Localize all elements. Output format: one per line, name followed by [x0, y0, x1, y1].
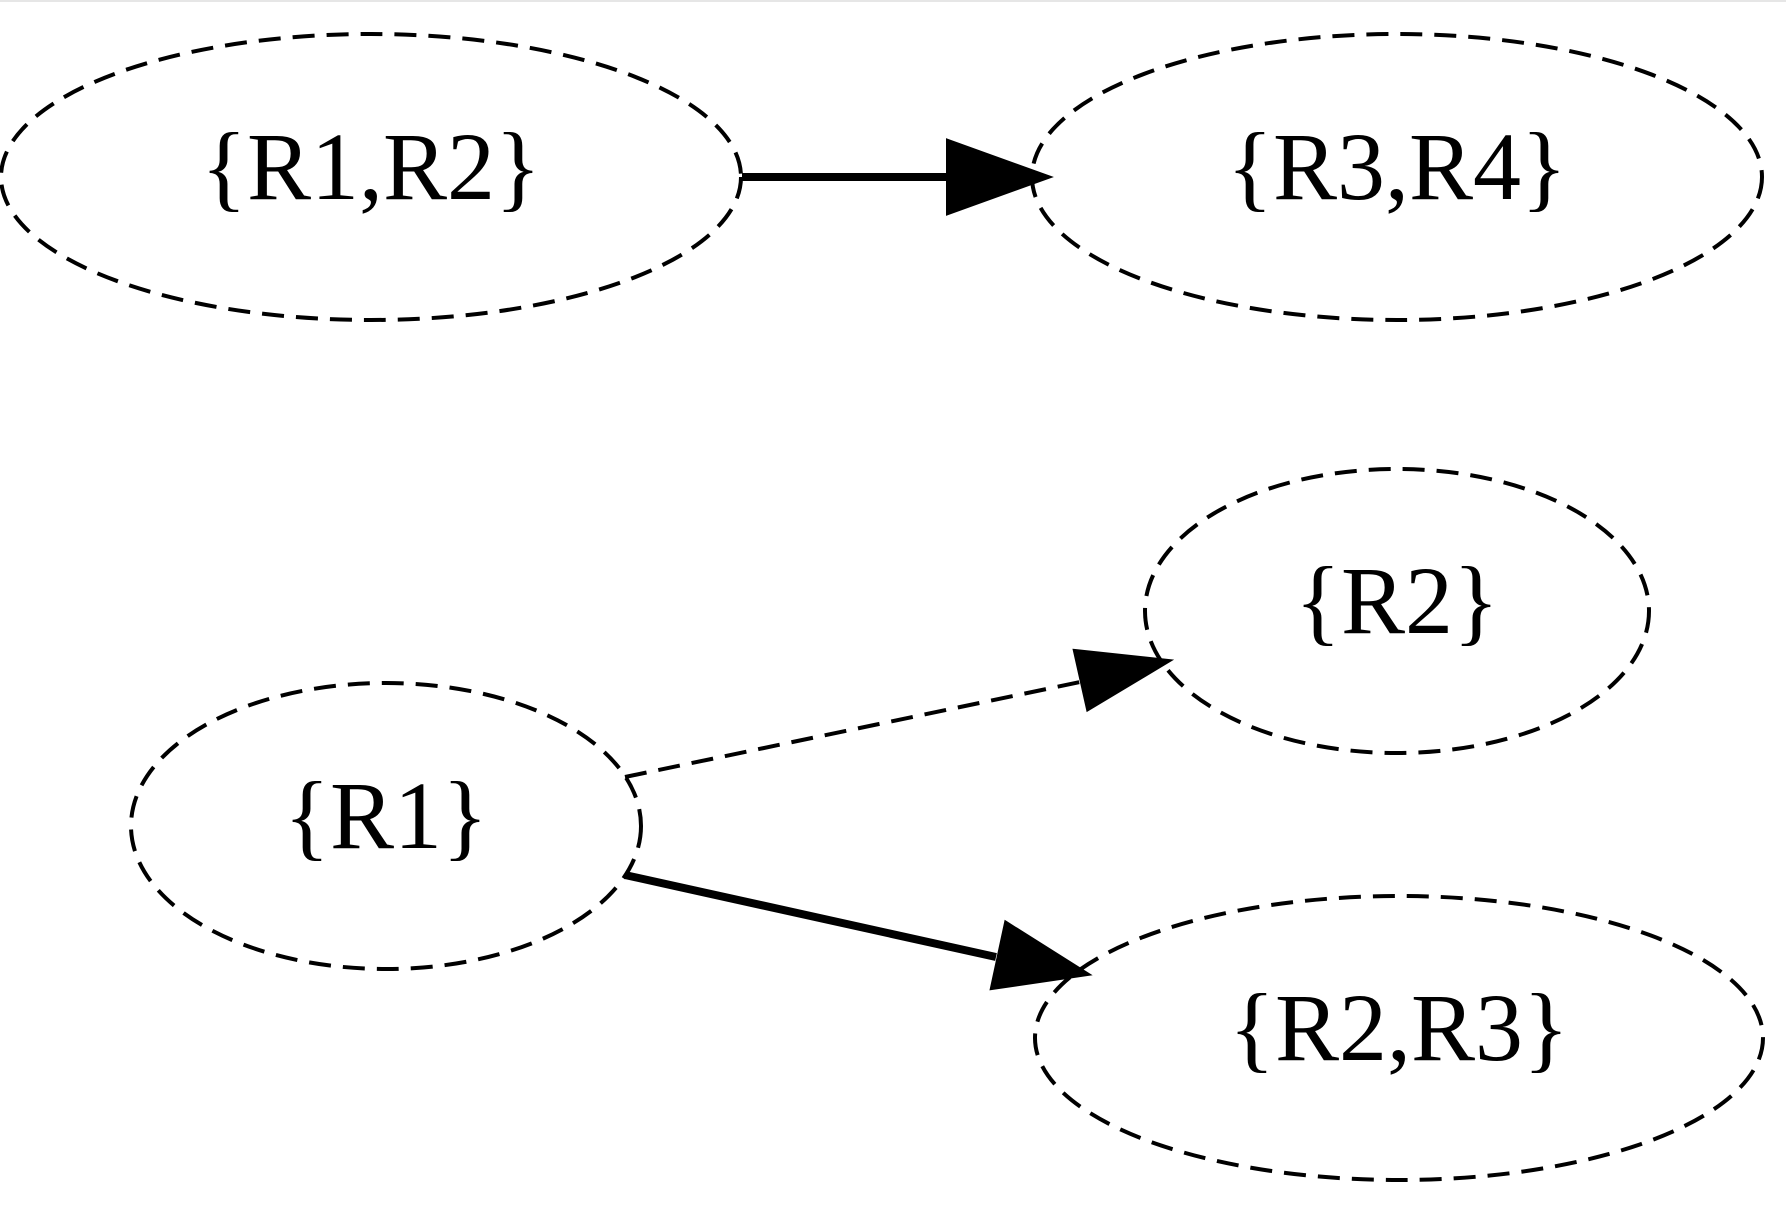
edge-line [624, 871, 997, 961]
node-label: {R1,R2} [201, 113, 541, 220]
node-label: {R1} [284, 762, 488, 869]
edge-r1-to-r2r3 [624, 871, 1093, 991]
edge-r1-to-r2 [624, 648, 1175, 779]
node-r1: {R1} [129, 681, 643, 971]
node-ellipse [0, 32, 743, 322]
edge-line [624, 680, 1081, 779]
edge-r1r2-to-r3r4 [742, 138, 1054, 216]
node-label: {R2,R3} [1229, 974, 1569, 1081]
node-r1r2: {R1,R2} [0, 32, 743, 322]
node-ellipse [1143, 467, 1651, 755]
node-r3r4: {R3,R4} [1030, 32, 1764, 322]
node-label: {R3,R4} [1227, 113, 1567, 220]
node-r2r3: {R2,R3} [1033, 894, 1765, 1182]
top-border-line [0, 0, 1786, 2]
arrowhead [989, 919, 1093, 991]
node-ellipse [1033, 894, 1765, 1182]
node-r2: {R2} [1143, 467, 1651, 755]
node-ellipse [1030, 32, 1764, 322]
arrowhead [946, 138, 1054, 216]
node-ellipse [129, 681, 643, 971]
node-label: {R2} [1295, 547, 1499, 654]
arrowhead [1072, 648, 1175, 713]
